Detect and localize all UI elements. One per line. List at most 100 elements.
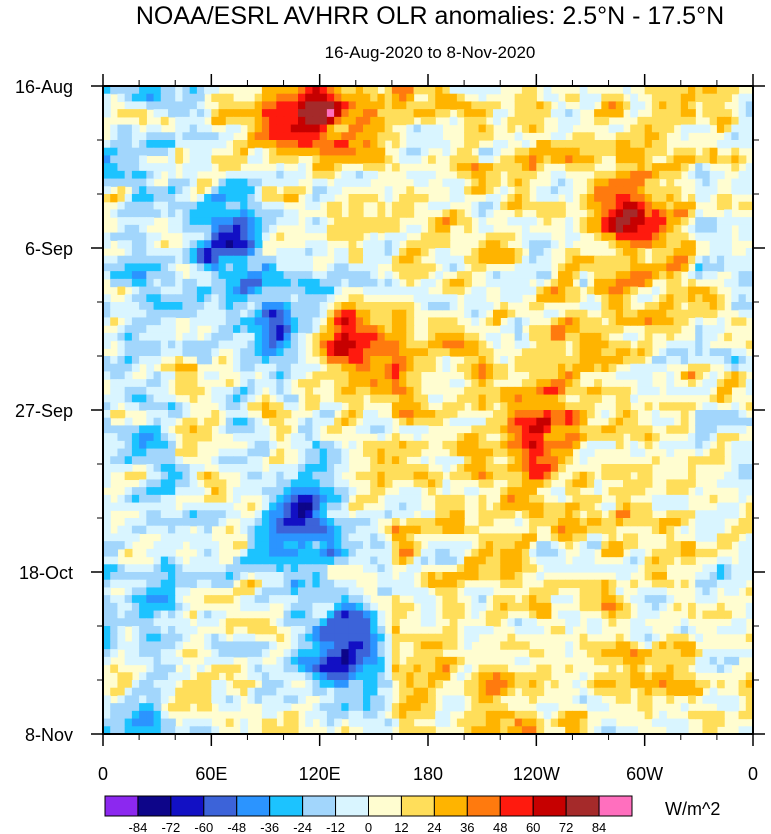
anomaly-cell (565, 263, 574, 272)
anomaly-cell (572, 410, 581, 419)
anomaly-cell (543, 340, 552, 349)
anomaly-cell (233, 209, 241, 218)
anomaly-cell (399, 340, 407, 349)
anomaly-cell (637, 510, 646, 519)
anomaly-cell (514, 626, 523, 635)
anomaly-cell (428, 363, 436, 373)
anomaly-cell (702, 456, 711, 465)
anomaly-cell (449, 340, 458, 349)
anomaly-cell (435, 541, 444, 550)
anomaly-cell (153, 278, 162, 288)
anomaly-cell (377, 302, 386, 311)
anomaly-cell (565, 248, 574, 257)
anomaly-cell (348, 541, 357, 550)
anomaly-cell (326, 194, 335, 203)
anomaly-cell (406, 548, 415, 558)
anomaly-cell (399, 116, 407, 126)
anomaly-cell (514, 340, 523, 349)
anomaly-cell (521, 116, 530, 126)
anomaly-cell (558, 348, 566, 357)
anomaly-cell (233, 263, 241, 272)
anomaly-cell (312, 302, 321, 311)
anomaly-cell (182, 302, 191, 311)
anomaly-cell (131, 325, 140, 334)
anomaly-cell (276, 286, 285, 295)
anomaly-cell (341, 325, 350, 334)
anomaly-cell (399, 379, 407, 388)
anomaly-cell (615, 232, 624, 241)
anomaly-cell (399, 610, 407, 619)
anomaly-cell (117, 425, 126, 434)
anomaly-cell (478, 201, 487, 211)
anomaly-cell (348, 379, 357, 388)
anomaly-cell (558, 170, 566, 180)
anomaly-cell (543, 209, 552, 218)
anomaly-cell (558, 533, 566, 542)
anomaly-cell (153, 271, 162, 280)
anomaly-cell (615, 641, 624, 650)
anomaly-cell (536, 556, 545, 565)
anomaly-cell (146, 579, 155, 589)
anomaly-cell (348, 240, 357, 249)
anomaly-cell (319, 356, 328, 365)
anomaly-cell (651, 170, 660, 180)
anomaly-cell (218, 163, 227, 172)
anomaly-cell (182, 232, 191, 241)
anomaly-cell (507, 494, 516, 504)
anomaly-cell (254, 487, 263, 496)
anomaly-cell (305, 471, 314, 481)
anomaly-cell (550, 386, 559, 396)
anomaly-cell (124, 194, 133, 203)
anomaly-cell (312, 410, 321, 419)
anomaly-cell (103, 626, 111, 635)
anomaly-cell (341, 494, 350, 504)
anomaly-cell (204, 217, 212, 226)
anomaly-cell (543, 402, 552, 411)
anomaly-cell (731, 440, 740, 450)
anomaly-cell (196, 217, 205, 226)
anomaly-cell (269, 109, 277, 118)
anomaly-cell (565, 271, 574, 280)
anomaly-cell (131, 572, 140, 581)
anomaly-cell (464, 633, 472, 643)
anomaly-cell (651, 410, 660, 419)
anomaly-cell (485, 302, 494, 311)
anomaly-cell (312, 456, 321, 465)
anomaly-cell (240, 371, 249, 380)
anomaly-cell (594, 525, 602, 535)
anomaly-cell (319, 163, 328, 172)
anomaly-cell (558, 340, 566, 349)
anomaly-cell (326, 556, 335, 565)
anomaly-cell (139, 93, 147, 103)
anomaly-cell (124, 147, 133, 157)
anomaly-cell (225, 579, 234, 589)
anomaly-cell (637, 278, 646, 288)
anomaly-cell (565, 595, 574, 604)
anomaly-cell (312, 124, 321, 133)
anomaly-cell (189, 518, 198, 527)
anomaly-cell (449, 178, 458, 187)
anomaly-cell (117, 93, 126, 103)
anomaly-cell (608, 140, 617, 149)
anomaly-cell (724, 479, 732, 488)
anomaly-cell (334, 278, 342, 288)
anomaly-cell (110, 440, 119, 450)
anomaly-cell (225, 232, 234, 241)
anomaly-cell (348, 402, 357, 411)
anomaly-cell (175, 402, 184, 411)
anomaly-cell (319, 101, 328, 110)
anomaly-cell (139, 356, 147, 365)
anomaly-cell (233, 325, 241, 334)
anomaly-cell (211, 186, 220, 195)
anomaly-cell (269, 518, 277, 527)
anomaly-cell (608, 194, 617, 203)
anomaly-cell (594, 93, 602, 103)
anomaly-cell (529, 170, 537, 180)
anomaly-cell (615, 541, 624, 550)
anomaly-cell (110, 602, 119, 612)
anomaly-cell (319, 579, 328, 589)
anomaly-cell (601, 410, 610, 419)
anomaly-cell (240, 232, 249, 241)
anomaly-cell (659, 224, 667, 234)
anomaly-cell (529, 332, 537, 342)
